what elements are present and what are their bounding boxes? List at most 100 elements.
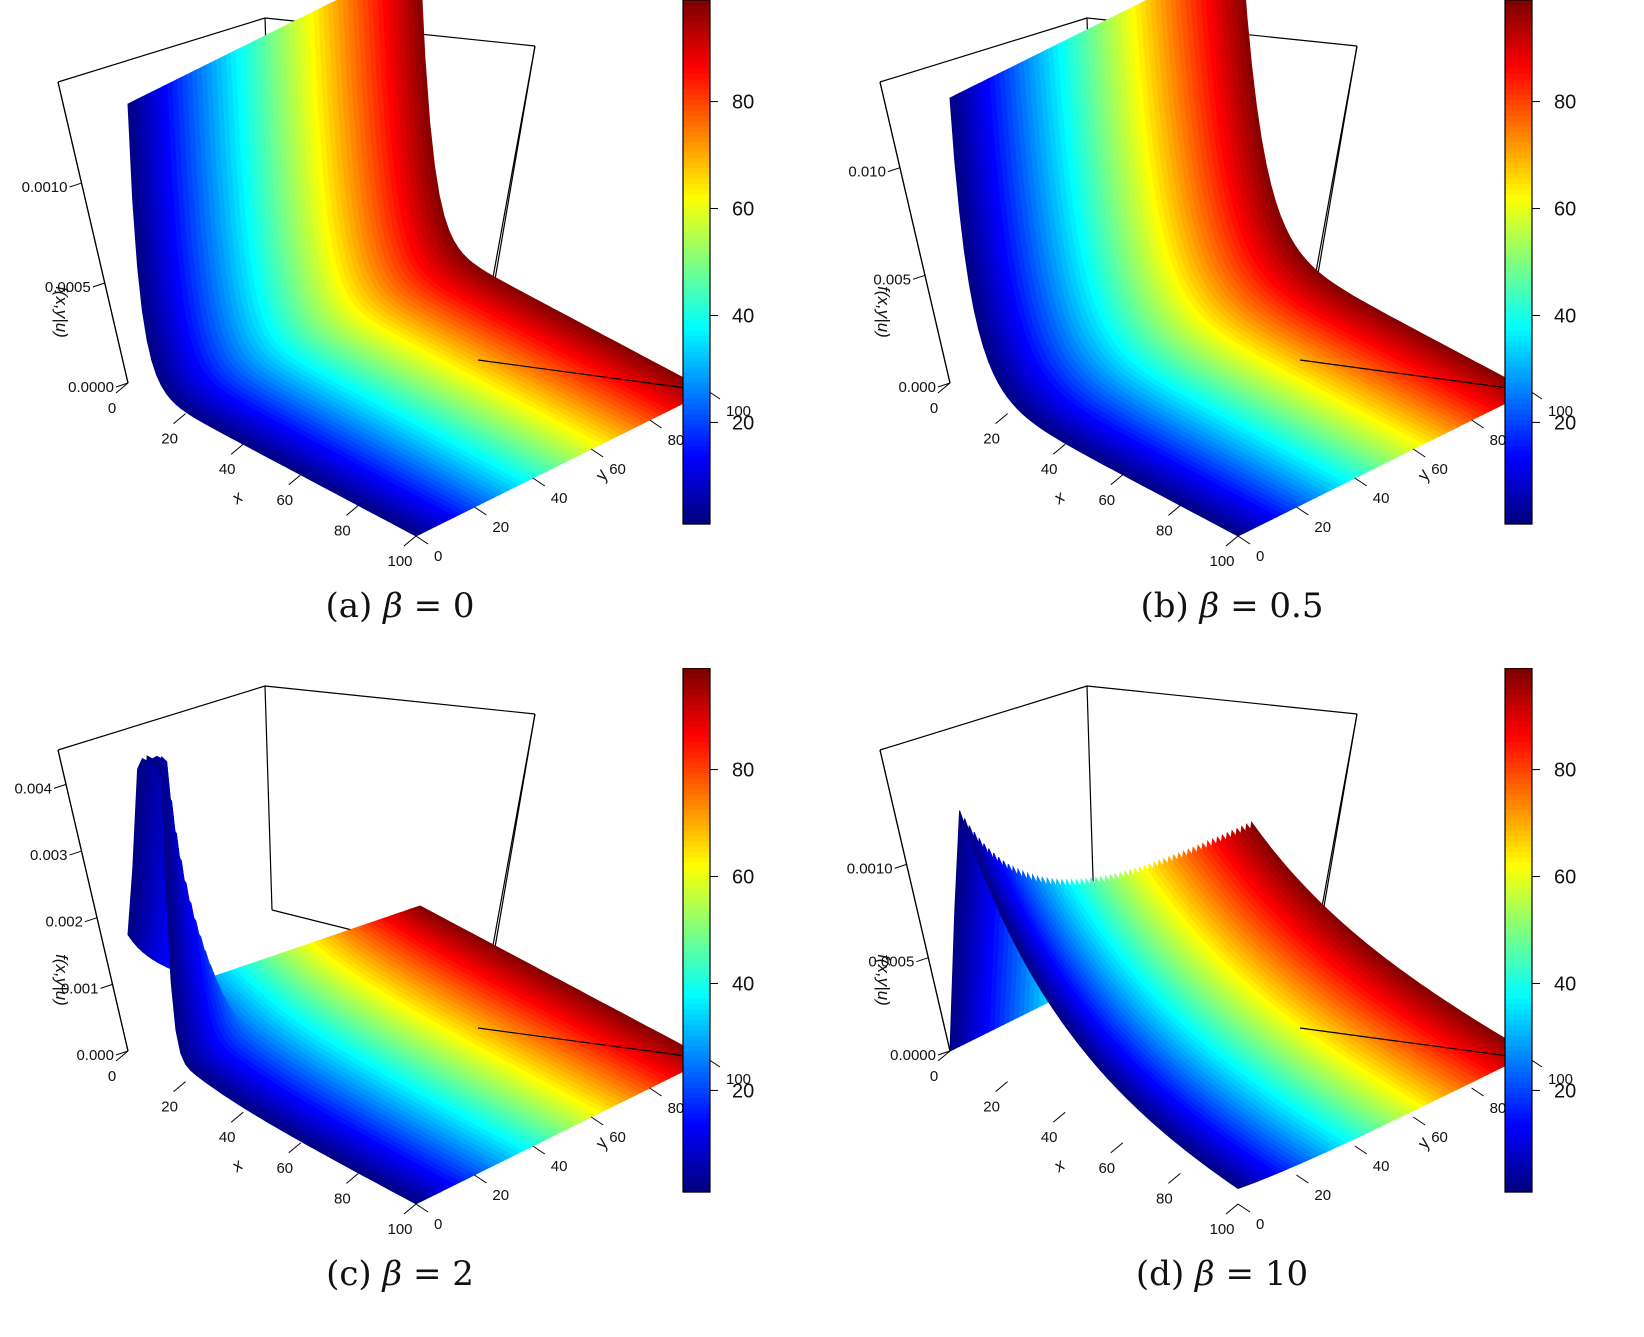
- colorbar-cell: [1505, 450, 1532, 457]
- y-tick: [649, 1087, 662, 1097]
- colorbar-cell: [1505, 366, 1532, 373]
- colorbar-cell: [683, 751, 710, 758]
- colorbar-cell: [1505, 1108, 1532, 1114]
- x-tick: [1168, 1173, 1181, 1184]
- colorbar-cell: [683, 992, 710, 999]
- colorbar-frame: [682, 668, 711, 1193]
- colorbar-cell: [683, 1040, 710, 1046]
- colorbar-cell: [683, 272, 710, 279]
- colorbar-cell: [683, 1150, 710, 1156]
- colorbar-cell: [683, 89, 710, 95]
- colorbar-cell: [683, 267, 710, 274]
- colorbar-cell: [1505, 309, 1532, 315]
- colorbar-cell: [683, 476, 710, 483]
- colorbar-cell: [1505, 688, 1532, 695]
- colorbar-cell: [1505, 872, 1532, 879]
- surface-plot-c: 020406080100x020406080100y0.0000.0010.00…: [14, 668, 754, 1238]
- colorbar-cell: [1505, 814, 1532, 821]
- colorbar-cell: [683, 340, 710, 347]
- colorbar-cell: [683, 434, 710, 441]
- colorbar-cell: [683, 282, 710, 289]
- x-axis-ticks: 0 20 40 60 80 100: [930, 382, 1239, 570]
- x-tick-label: 0: [108, 400, 116, 417]
- y-tick-label: 80: [668, 432, 685, 449]
- y-tick-label: 40: [551, 490, 568, 507]
- colorbar-cell: [1505, 372, 1532, 378]
- colorbar-cell: [683, 471, 710, 478]
- y-tick: [1412, 1116, 1426, 1126]
- caption-value: 2: [452, 1254, 474, 1294]
- x-tick-label: 80: [1156, 522, 1173, 539]
- colorbar-cell: [1505, 445, 1532, 452]
- x-tick-label: 60: [276, 492, 293, 509]
- colorbar-cell: [683, 131, 710, 137]
- colorbar-cell: [683, 151, 710, 158]
- colorbar-cell: [683, 1171, 710, 1177]
- colorbar-cell: [1505, 1134, 1532, 1141]
- surface-strip: [949, 810, 1244, 1190]
- y-tick: [1354, 1145, 1368, 1155]
- colorbar-cell: [1505, 0, 1532, 6]
- z-tick-label: 0.0010: [847, 860, 893, 877]
- colorbar-cell: [683, 856, 710, 863]
- colorbar-tick-label: 40: [732, 305, 754, 327]
- box-edge: [57, 685, 266, 751]
- x-tick-label: 100: [387, 1221, 412, 1238]
- colorbar-cell: [1505, 57, 1532, 64]
- y-tick: [474, 506, 487, 516]
- colorbar-cell: [1505, 398, 1532, 405]
- colorbar-cell: [683, 1113, 710, 1120]
- colorbar-tick-label: 20: [1554, 1080, 1576, 1102]
- colorbar-cell: [683, 26, 710, 33]
- x-tick: [288, 474, 302, 486]
- colorbar-cell: [683, 110, 710, 116]
- caption-beta-symbol: β: [383, 586, 403, 626]
- y-tick-label: 20: [1314, 519, 1331, 536]
- y-tick: [1471, 419, 1484, 429]
- colorbar-cell: [683, 830, 710, 837]
- colorbar-cell: [683, 767, 710, 774]
- colorbar-cell: [1505, 1013, 1532, 1020]
- colorbar-cell: [1505, 1071, 1532, 1078]
- x-tick: [1110, 1142, 1124, 1154]
- colorbar-cell: [1505, 78, 1532, 85]
- y-axis-ticks: 0 20 40 60 80 100: [415, 390, 751, 565]
- caption-b: (b) β = 0.5: [932, 586, 1532, 626]
- colorbar-cell: [1505, 804, 1532, 811]
- x-tick-label: 80: [334, 1190, 351, 1207]
- colorbar-cell: [1505, 1029, 1532, 1036]
- colorbar-cell: [1505, 1024, 1532, 1031]
- surface: [127, 0, 710, 537]
- colorbar-cell: [683, 699, 710, 706]
- colorbar-cell: [683, 961, 710, 968]
- colorbar-cell: [1505, 314, 1532, 321]
- colorbar-cell: [1505, 503, 1532, 509]
- colorbar-cell: [1505, 10, 1532, 17]
- colorbar-frame: [1504, 0, 1533, 525]
- colorbar-cell: [683, 104, 710, 111]
- colorbar-cell: [683, 966, 710, 973]
- colorbar-cell: [1505, 1165, 1532, 1172]
- colorbar-cell: [683, 1055, 710, 1062]
- colorbar-cell: [1505, 1087, 1532, 1094]
- x-tick-label: 20: [983, 431, 1000, 448]
- colorbar-tick-label: 60: [732, 199, 754, 221]
- colorbar-cell: [683, 199, 710, 205]
- z-tick-label: 0.0005: [868, 954, 914, 971]
- colorbar-cell: [1505, 1055, 1532, 1062]
- colorbar-cell: [683, 1108, 710, 1114]
- colorbar-cell: [683, 772, 710, 779]
- colorbar-cell: [1505, 26, 1532, 33]
- colorbar-cell: [1505, 89, 1532, 95]
- z-tick-label: 0.010: [848, 164, 886, 181]
- colorbar-cell: [683, 68, 710, 74]
- y-axis-ticks: 0 20 40 60 80 100: [1237, 1058, 1573, 1233]
- colorbar-cell: [1505, 882, 1532, 889]
- y-tick: [415, 1203, 429, 1213]
- colorbar-cell: [683, 146, 710, 153]
- colorbar-cell: [1505, 930, 1532, 936]
- colorbar-cell: [1505, 1176, 1532, 1183]
- colorbar-cell: [1505, 945, 1532, 952]
- caption-beta-symbol: β: [1195, 1254, 1215, 1294]
- colorbar-cell: [683, 935, 710, 942]
